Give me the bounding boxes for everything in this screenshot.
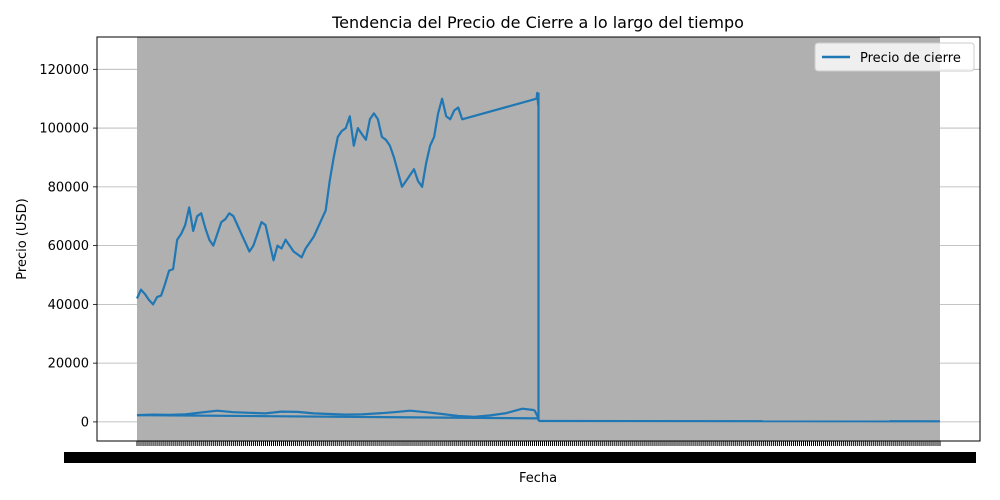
y-axis-ticks: 0 20000 40000 60000 80000 100000 120000 [39,63,97,430]
y-tick-label: 60000 [48,239,89,254]
series-line-connector [136,409,540,420]
series-line-lower [136,407,535,418]
legend-box [814,42,975,72]
y-tick-label: 40000 [48,298,89,313]
legend-label-precio-de-cierre: Precio de cierre [860,51,961,66]
y-axis-label: Precio (USD) [15,198,30,279]
plot-area [96,36,981,442]
x-axis-label: Fecha [519,471,557,486]
series-lines [135,91,941,423]
series-line-upper [135,91,540,306]
y-tick-label: 0 [81,415,89,430]
y-tick-label: 80000 [48,180,89,195]
y-tick-label: 20000 [48,357,89,372]
x-axis-ticks [64,441,976,463]
legend: Precio de cierre [814,42,975,72]
x-tick-labels-overlap [64,452,976,463]
chart-title: Tendencia del Precio de Cierre a lo larg… [331,13,744,32]
y-tick-label: 100000 [39,122,89,137]
y-tick-label: 120000 [39,63,89,78]
